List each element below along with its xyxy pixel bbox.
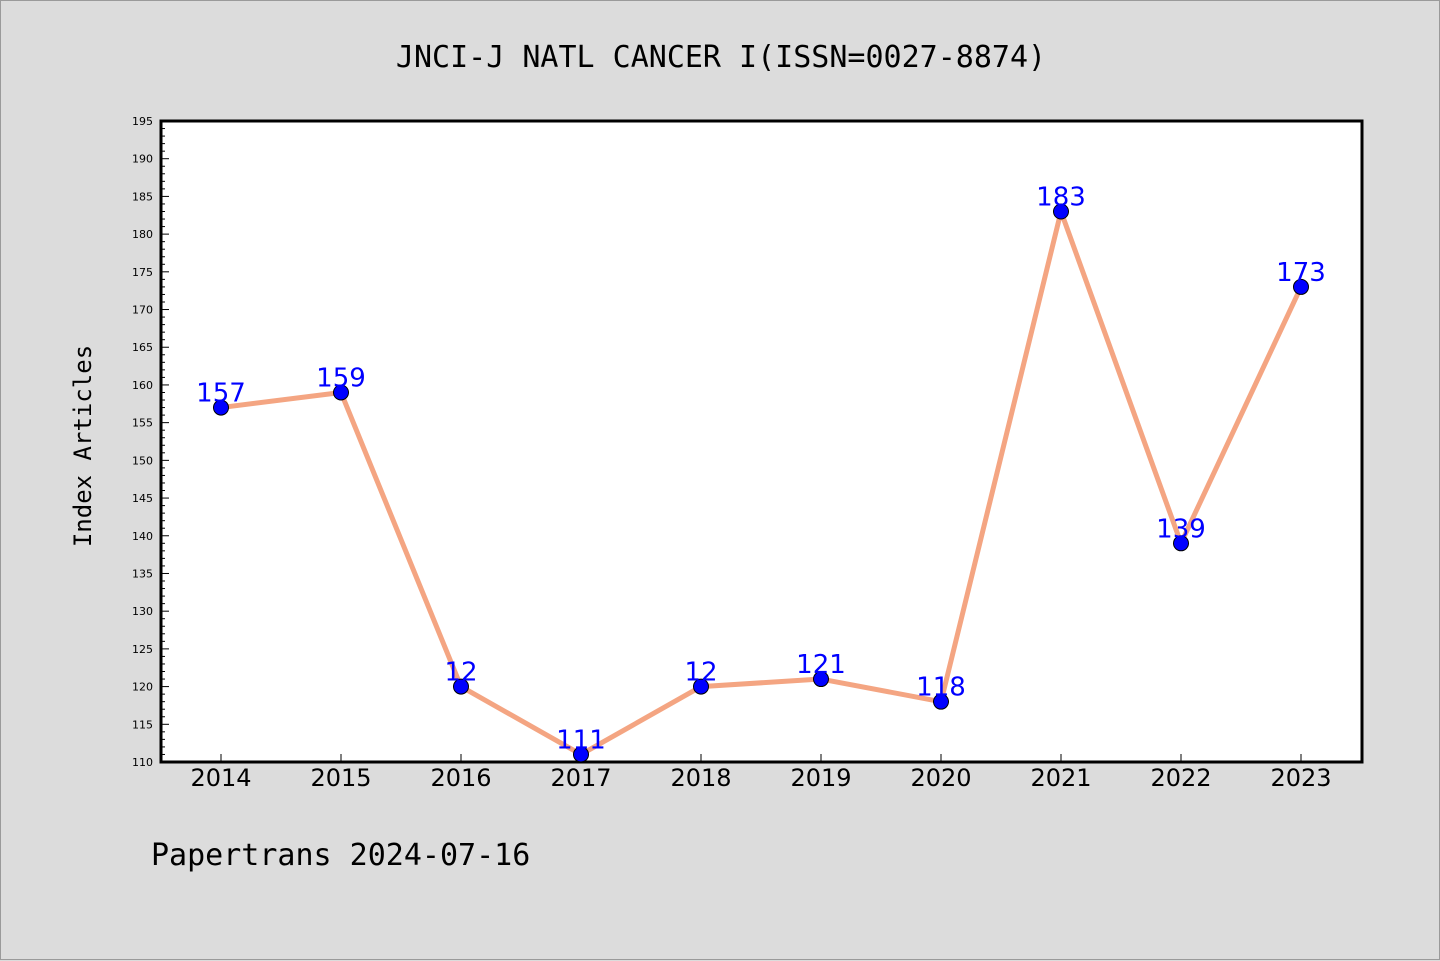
x-tick-label: 2020 (910, 764, 971, 792)
y-tick-label: 145 (132, 492, 153, 505)
data-label: 12 (684, 658, 717, 688)
data-point (813, 671, 829, 688)
data-point (693, 678, 709, 695)
y-tick-label: 175 (132, 266, 153, 279)
data-label: 12 (444, 658, 477, 688)
y-tick-label: 195 (132, 115, 153, 128)
y-tick-label: 135 (132, 567, 153, 580)
data-point (213, 399, 229, 416)
x-axis: 2014 2015 2016 2017 2018 2019 2020 2021 2022 2023 (190, 754, 1332, 792)
y-tick-label: 155 (132, 417, 153, 430)
x-tick-label: 2018 (670, 764, 731, 792)
data-point (1173, 535, 1189, 552)
y-axis: 110 115 120 125 130 135 140 145 150 155 160 165 170 1… (132, 115, 169, 769)
data-label: 111 (556, 725, 606, 755)
y-tick-label: 165 (132, 341, 153, 354)
data-label: 159 (316, 363, 366, 393)
data-label: 173 (1276, 258, 1326, 288)
data-label: 139 (1156, 514, 1206, 544)
x-tick-label: 2023 (1270, 764, 1331, 792)
footer-source-date: Papertrans 2024-07-16 (151, 838, 530, 873)
data-point (933, 693, 949, 710)
series-line-group (213, 203, 1309, 763)
y-tick-label: 190 (132, 153, 153, 166)
y-tick-label: 120 (132, 681, 153, 694)
data-labels-group: 157 159 12 111 12 121 118 183 139 173 (196, 182, 1326, 755)
data-point (453, 678, 469, 695)
y-tick-label: 185 (132, 190, 153, 203)
data-label: 118 (916, 673, 966, 703)
data-label: 183 (1036, 182, 1086, 212)
x-tick-label: 2016 (430, 764, 491, 792)
y-tick-label: 110 (132, 756, 153, 769)
x-tick-label: 2014 (190, 764, 251, 792)
y-tick-label: 115 (132, 718, 153, 731)
y-axis-label: Index Articles (69, 345, 97, 547)
y-tick-label: 170 (132, 304, 153, 317)
x-tick-label: 2017 (550, 764, 611, 792)
x-tick-label: 2015 (310, 764, 371, 792)
y-tick-label: 125 (132, 643, 153, 656)
series-line (218, 208, 1304, 757)
y-tick-label: 150 (132, 454, 153, 467)
chart-title: JNCI-J NATL CANCER I(ISSN=0027-8874) (396, 40, 1046, 75)
x-tick-label: 2019 (790, 764, 851, 792)
data-label: 157 (196, 379, 246, 409)
data-point (333, 384, 349, 401)
y-tick-label: 160 (132, 379, 153, 392)
y-tick-label: 140 (132, 530, 153, 543)
y-tick-label: 180 (132, 228, 153, 241)
x-tick-label: 2022 (1150, 764, 1211, 792)
y-tick-label: 130 (132, 605, 153, 618)
data-point (1053, 203, 1069, 220)
plot-area (159, 119, 1364, 764)
data-label: 121 (796, 650, 846, 680)
data-point (573, 746, 589, 763)
x-tick-label: 2021 (1030, 764, 1091, 792)
data-point (1293, 278, 1309, 295)
